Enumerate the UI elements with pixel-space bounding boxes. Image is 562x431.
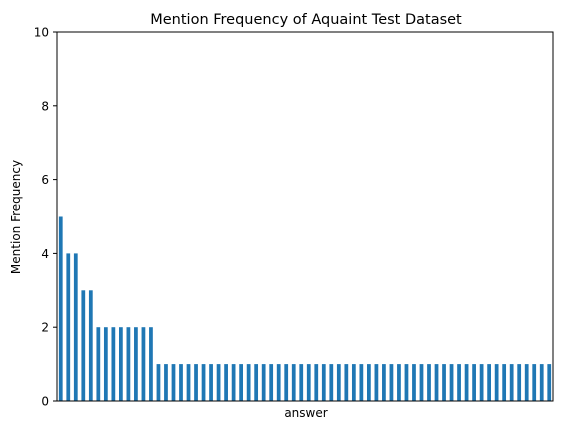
bar xyxy=(532,364,537,401)
bar xyxy=(434,364,439,401)
y-tick-label: 2 xyxy=(41,321,49,335)
bar xyxy=(367,364,371,401)
bar xyxy=(149,327,153,401)
bar xyxy=(276,364,281,401)
y-tick-label: 0 xyxy=(41,395,49,409)
bar xyxy=(58,216,63,401)
bar xyxy=(231,364,236,401)
y-tick-label: 8 xyxy=(41,99,49,113)
bar xyxy=(254,364,259,401)
bar xyxy=(66,253,71,401)
bars-group xyxy=(58,216,552,401)
bar xyxy=(246,364,251,401)
bar xyxy=(321,364,326,401)
bar xyxy=(186,364,191,401)
bar xyxy=(487,364,491,401)
y-tick-label: 6 xyxy=(41,173,49,187)
bar xyxy=(96,327,101,401)
bar xyxy=(216,364,221,401)
bar xyxy=(103,327,108,401)
bar xyxy=(126,327,131,401)
bar xyxy=(397,364,401,401)
bar xyxy=(539,364,544,401)
plot-frame xyxy=(56,31,554,402)
bar xyxy=(134,327,138,401)
bar xyxy=(502,364,507,401)
bar xyxy=(479,364,484,401)
bar xyxy=(179,364,183,401)
bar xyxy=(73,253,78,401)
bar xyxy=(81,290,86,401)
bar xyxy=(404,364,409,401)
bar xyxy=(299,364,304,401)
bar xyxy=(201,364,206,401)
bar xyxy=(427,364,431,401)
bar xyxy=(239,364,243,401)
bar xyxy=(494,364,499,401)
bar xyxy=(88,290,93,401)
bar xyxy=(224,364,228,401)
bar xyxy=(449,364,454,401)
bar xyxy=(194,364,198,401)
bar xyxy=(389,364,394,401)
bar xyxy=(164,364,168,401)
bar xyxy=(306,364,311,401)
bar xyxy=(336,364,341,401)
chart-title: Mention Frequency of Aquaint Test Datase… xyxy=(150,12,462,28)
bar xyxy=(261,364,266,401)
bar xyxy=(171,364,176,401)
bar xyxy=(382,364,386,401)
bar xyxy=(509,364,514,401)
bar xyxy=(141,327,146,401)
x-axis-title: answer xyxy=(284,406,327,420)
y-axis-title: Mention Frequency xyxy=(9,160,23,274)
bar xyxy=(329,364,334,401)
bar xyxy=(284,364,289,401)
bar xyxy=(517,364,522,401)
bar xyxy=(374,364,379,401)
bar xyxy=(359,364,364,401)
bar xyxy=(351,364,356,401)
bar xyxy=(524,364,529,401)
bar xyxy=(464,364,469,401)
bar xyxy=(472,364,476,401)
bar xyxy=(291,364,296,401)
bar xyxy=(412,364,416,401)
bar xyxy=(111,327,116,401)
bar xyxy=(457,364,461,401)
y-tick-label: 4 xyxy=(41,247,49,261)
y-axis-ticks: 0 2 4 6 8 10 xyxy=(34,26,57,409)
bar xyxy=(156,364,161,401)
bar xyxy=(547,364,552,401)
bar xyxy=(269,364,274,401)
bar xyxy=(442,364,446,401)
bar xyxy=(419,364,424,401)
bar xyxy=(344,364,349,401)
y-tick-label: 10 xyxy=(34,26,49,40)
bar xyxy=(119,327,123,401)
bar xyxy=(314,364,319,401)
bar xyxy=(209,364,213,401)
